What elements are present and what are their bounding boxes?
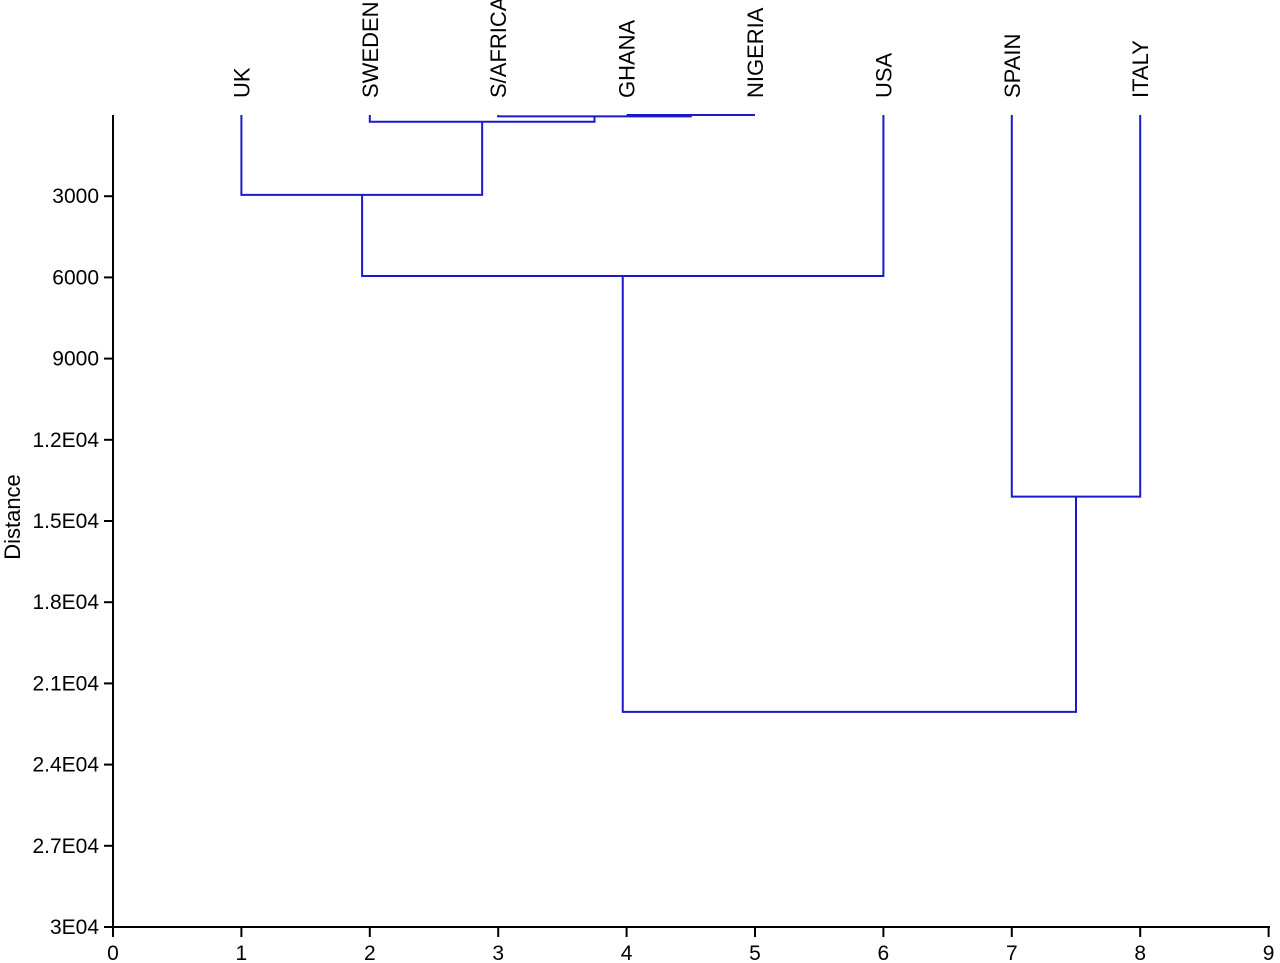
leaf-label: SPAIN bbox=[1000, 34, 1025, 98]
y-tick-label: 2.7E04 bbox=[32, 835, 99, 858]
x-tick-label: 6 bbox=[878, 942, 890, 963]
y-axis-ticks: 3000 6000 9000 1.2E04 1.5E04 1.8E04 2.1E04 2.4E… bbox=[32, 185, 113, 939]
leaf-label: S/AFRICA bbox=[486, 0, 511, 98]
y-tick-label: 1.8E04 bbox=[32, 591, 99, 614]
axes bbox=[112, 115, 1270, 928]
x-tick-label: 1 bbox=[236, 942, 248, 963]
leaf-label: NIGERIA bbox=[743, 7, 768, 98]
leaf-label: UK bbox=[229, 67, 254, 98]
x-tick-label: 7 bbox=[1006, 942, 1018, 963]
y-tick-label: 3000 bbox=[52, 185, 99, 208]
y-tick-label: 3E04 bbox=[50, 916, 99, 939]
y-tick-label: 1.2E04 bbox=[32, 429, 99, 452]
x-tick-label: 5 bbox=[749, 942, 761, 963]
y-tick-label: 2.4E04 bbox=[32, 754, 99, 777]
dendrogram-link bbox=[1010, 115, 1142, 498]
x-tick-label: 2 bbox=[364, 942, 376, 963]
dendrogram-link bbox=[240, 115, 484, 196]
leaf-label: USA bbox=[871, 52, 896, 98]
x-tick-label: 0 bbox=[107, 942, 119, 963]
x-tick-label: 3 bbox=[492, 942, 504, 963]
leaf-label: SWEDEN bbox=[358, 1, 383, 98]
y-axis-title: Distance bbox=[0, 474, 25, 560]
x-tick-label: 4 bbox=[621, 942, 633, 963]
leaf-label: GHANA bbox=[615, 19, 640, 98]
dendrogram-link bbox=[621, 276, 1077, 713]
x-axis-ticks: 0 1 2 3 4 5 6 7 8 9 bbox=[107, 927, 1274, 963]
dendrogram-links bbox=[240, 114, 1142, 713]
x-tick-label: 8 bbox=[1134, 942, 1146, 963]
y-tick-label: 6000 bbox=[52, 266, 99, 289]
dendrogram-link bbox=[497, 115, 692, 118]
y-tick-label: 2.1E04 bbox=[32, 672, 99, 695]
leaf-label: ITALY bbox=[1128, 40, 1153, 98]
y-tick-label: 9000 bbox=[52, 348, 99, 371]
leaf-labels: UK SWEDEN S/AFRICA GHANA NIGERIA USA SPAIN ITAL… bbox=[229, 0, 1153, 98]
y-tick-label: 1.5E04 bbox=[32, 510, 99, 533]
x-tick-label: 9 bbox=[1263, 942, 1275, 963]
